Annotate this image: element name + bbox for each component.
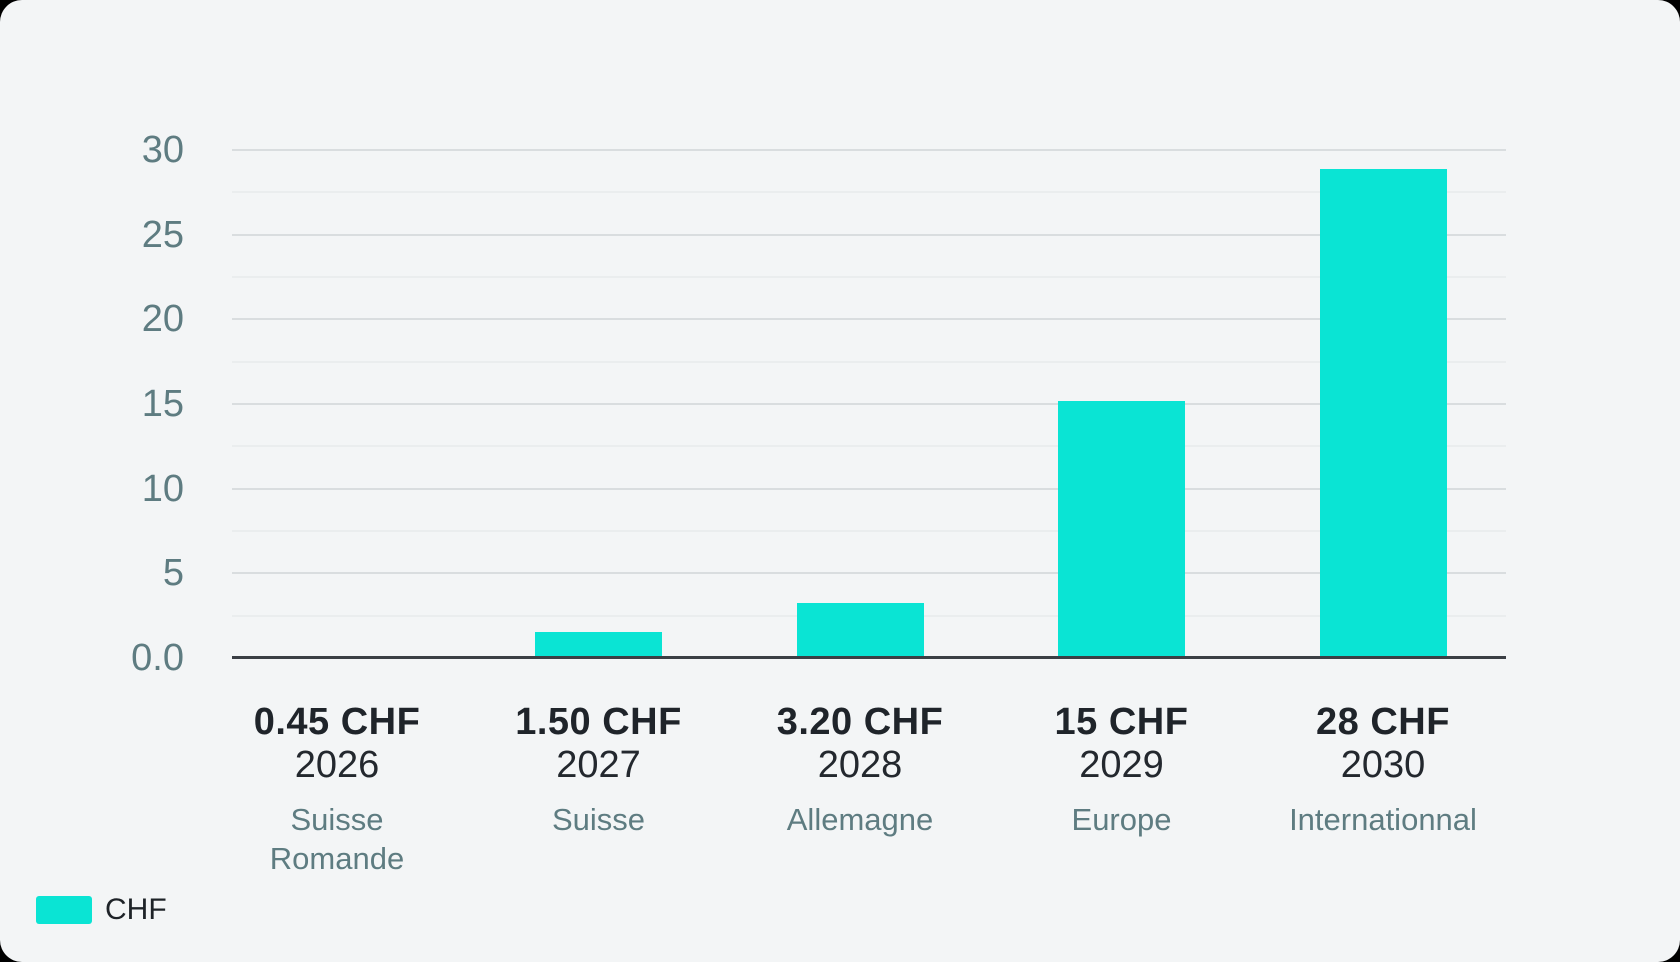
x-label-group-2028: 3.20 CHF 2028 Allemagne xyxy=(720,700,1000,839)
bar-2027 xyxy=(535,632,662,657)
x-label-group-2027: 1.50 CHF 2027 Suisse xyxy=(459,700,739,839)
region-label-2030: Internationnal xyxy=(1289,802,1477,837)
year-label-2029: 2029 xyxy=(1079,744,1164,786)
x-label-group-2026: 0.45 CHF 2026 Suisse Romande xyxy=(197,700,477,878)
value-label-2029: 15 CHF xyxy=(1054,701,1189,743)
bar-2029 xyxy=(1058,401,1185,657)
y-tick-label-0.0: 0.0 xyxy=(131,637,184,679)
gridline-major-10 xyxy=(232,487,1506,490)
region-label-2026: Suisse Romande xyxy=(269,802,405,876)
bar-2028 xyxy=(796,603,924,657)
year-label-2026: 2026 xyxy=(294,744,380,786)
gridline-major-15 xyxy=(232,403,1506,405)
plot-area xyxy=(232,149,1506,659)
y-tick-label-25: 25 xyxy=(141,213,184,256)
value-label-2026: 0.45 CHF xyxy=(253,701,421,743)
region-label-2027: Suisse xyxy=(551,802,646,837)
x-axis-line xyxy=(232,656,1506,659)
gridline-major-5 xyxy=(232,572,1506,575)
gridline-minor-17.5 xyxy=(232,360,1506,363)
value-label-2027: 1.50 CHF xyxy=(515,701,682,743)
region-label-2029: Europe xyxy=(1071,802,1172,837)
gridline-major-20 xyxy=(232,318,1506,321)
y-tick-label-30: 30 xyxy=(141,129,184,171)
value-label-2028: 3.20 CHF xyxy=(776,701,944,743)
year-label-2028: 2028 xyxy=(817,744,903,786)
region-label-2028: Allemagne xyxy=(786,802,934,837)
x-label-group-2029: 15 CHF 2029 Europe xyxy=(982,700,1262,839)
gridline-minor-7.5 xyxy=(232,530,1506,532)
y-tick-label-15: 15 xyxy=(141,383,184,425)
gridline-major-25 xyxy=(232,233,1506,236)
x-label-group-2030: 28 CHF 2030 Internationnal xyxy=(1243,700,1523,839)
year-label-2027: 2027 xyxy=(556,744,641,786)
year-label-2030: 2030 xyxy=(1340,744,1426,786)
gridline-minor-22.5 xyxy=(232,276,1506,278)
legend: CHF xyxy=(36,893,167,927)
y-tick-label-20: 20 xyxy=(141,298,184,341)
legend-label: CHF xyxy=(105,893,167,926)
gridline-minor-12.5 xyxy=(232,445,1506,448)
gridline-major-30 xyxy=(232,149,1506,151)
legend-swatch-chf xyxy=(36,896,92,924)
bar-2030 xyxy=(1319,169,1447,657)
y-tick-label-5: 5 xyxy=(162,552,184,595)
value-label-2030: 28 CHF xyxy=(1316,701,1450,743)
y-tick-label-10: 10 xyxy=(141,467,184,510)
gridline-minor-27.5 xyxy=(232,191,1506,194)
